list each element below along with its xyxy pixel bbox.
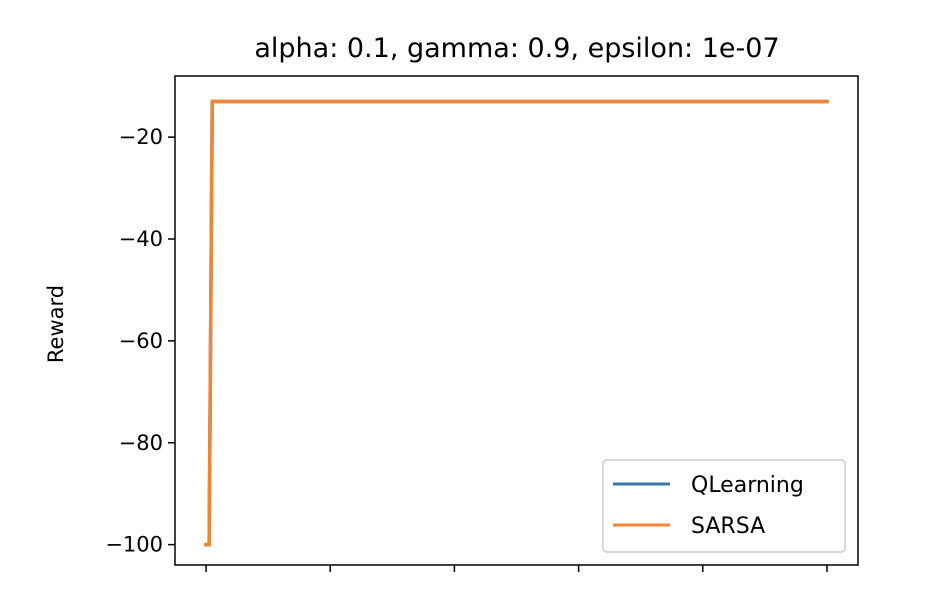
- plot-layer: [204, 99, 829, 547]
- y-axis-label: Reward: [44, 285, 68, 363]
- y-tick-label: −80: [119, 431, 163, 455]
- plot-frame: [174, 75, 859, 566]
- ticks-layer: −20 −40 −60 −80 −100: [105, 125, 828, 572]
- y-tick-label: −20: [119, 125, 163, 149]
- chart-title: alpha: 0.1, gamma: 0.9, epsilon: 1e-07: [254, 33, 779, 64]
- legend-label-qlearning: QLearning: [691, 473, 804, 498]
- y-tick-label: −60: [119, 329, 163, 353]
- y-tick-label: −100: [105, 533, 163, 557]
- legend: QLearning SARSA: [602, 459, 846, 553]
- series-line-sarsa: [204, 99, 829, 547]
- legend-label-sarsa: SARSA: [691, 514, 765, 539]
- y-tick-label: −40: [119, 227, 163, 251]
